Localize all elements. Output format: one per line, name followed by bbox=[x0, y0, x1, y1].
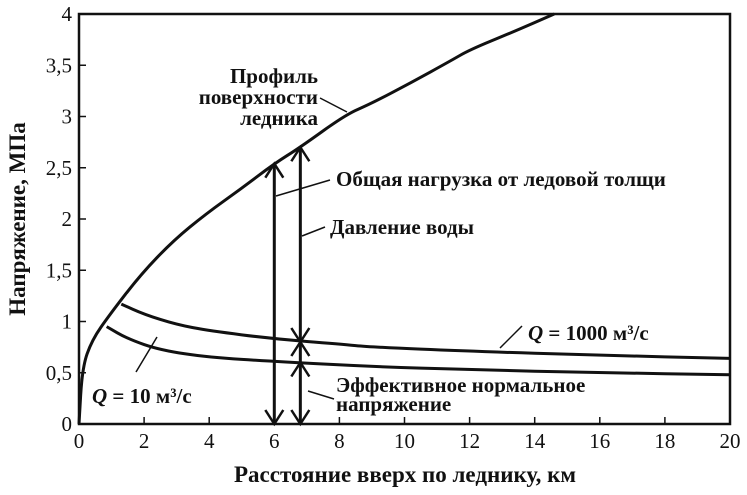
x-tick-label: 6 bbox=[269, 429, 280, 453]
arrowhead bbox=[290, 409, 311, 427]
label-effective-1: Эффективное нормальное bbox=[336, 373, 585, 397]
y-tick-label: 4 bbox=[62, 2, 73, 26]
arrowhead bbox=[264, 409, 285, 427]
x-tick-label: 8 bbox=[334, 429, 345, 453]
surface-profile-line bbox=[77, 12, 555, 425]
label-surface-3: ледника bbox=[240, 106, 318, 130]
x-tick-label: 16 bbox=[589, 429, 610, 453]
y-tick-label: 0,5 bbox=[46, 361, 72, 385]
leader-line bbox=[499, 325, 523, 349]
arrowhead bbox=[264, 161, 285, 179]
label-q1000: Q = 1000 м³/с bbox=[528, 321, 649, 345]
label-q10: Q = 10 м³/с bbox=[92, 384, 192, 408]
x-tick-label: 12 bbox=[459, 429, 480, 453]
leader-line bbox=[135, 336, 158, 373]
leader-line bbox=[275, 179, 331, 197]
y-tick-label: 3,5 bbox=[46, 53, 72, 77]
y-tick-label: 1 bbox=[62, 310, 73, 334]
y-tick-label: 1,5 bbox=[46, 258, 72, 282]
leader-line bbox=[319, 97, 348, 113]
label-surface-2: поверхности bbox=[199, 85, 318, 109]
arrowhead bbox=[290, 144, 311, 162]
label-surface-1: Профиль bbox=[230, 64, 318, 88]
label-effective-2: напряжение bbox=[336, 392, 451, 416]
y-axis-label: Напряжение, МПа bbox=[5, 122, 30, 316]
x-tick-label: 2 bbox=[139, 429, 150, 453]
label-water-pressure: Давление воды bbox=[330, 215, 474, 239]
y-tick-label: 2 bbox=[62, 207, 73, 231]
x-axis-label: Расстояние вверх по леднику, км bbox=[234, 462, 576, 487]
q10-line bbox=[105, 325, 731, 377]
y-tick-label: 2,5 bbox=[46, 156, 72, 180]
x-tick-label: 14 bbox=[524, 429, 546, 453]
y-tick-label: 3 bbox=[62, 105, 73, 129]
x-tick-label: 4 bbox=[204, 429, 215, 453]
x-tick-label: 18 bbox=[654, 429, 675, 453]
label-total-load: Общая нагрузка от ледовой толщи bbox=[336, 167, 666, 191]
leader-line bbox=[301, 226, 326, 237]
q1000-line bbox=[120, 302, 731, 360]
arrowhead bbox=[290, 360, 311, 378]
arrowhead bbox=[290, 339, 311, 357]
leader-line bbox=[307, 390, 335, 400]
x-tick-label: 10 bbox=[394, 429, 415, 453]
x-tick-label: 20 bbox=[720, 429, 741, 453]
x-tick-label: 0 bbox=[74, 429, 85, 453]
y-tick-label: 0 bbox=[62, 412, 73, 436]
